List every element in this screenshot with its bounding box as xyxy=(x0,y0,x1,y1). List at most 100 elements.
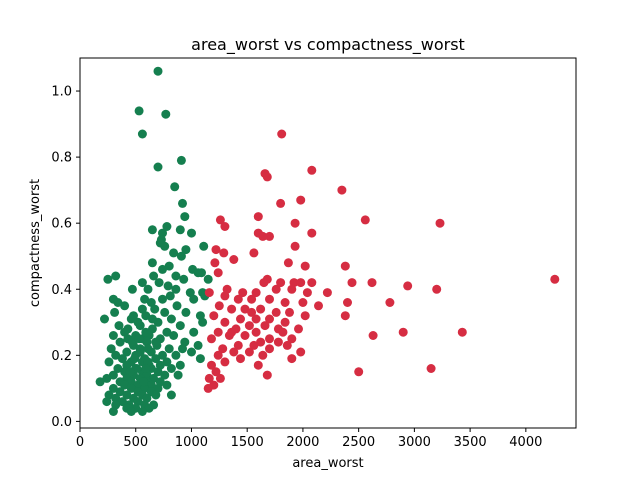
scatter-point xyxy=(140,294,150,304)
scatter-point xyxy=(209,311,219,321)
scatter-point xyxy=(233,294,243,304)
scatter-point xyxy=(251,327,261,337)
scatter-point xyxy=(103,274,113,284)
x-tick-label: 3500 xyxy=(454,435,487,450)
scatter-point xyxy=(213,350,223,360)
scatter-point xyxy=(258,231,268,241)
y-tick-label: 0.2 xyxy=(51,349,72,364)
scatter-point xyxy=(161,109,171,119)
scatter-point xyxy=(189,327,199,337)
scatter-point xyxy=(173,370,183,380)
scatter-point xyxy=(337,185,347,195)
scatter-point xyxy=(126,383,136,393)
scatter-point xyxy=(307,278,317,288)
scatter-point xyxy=(137,278,147,288)
scatter-point xyxy=(229,255,239,264)
scatter-point xyxy=(100,314,109,324)
scatter-point xyxy=(127,337,137,347)
scatter-point xyxy=(211,367,221,377)
scatter-point xyxy=(260,321,270,331)
scatter-point xyxy=(207,360,216,370)
scatter-point xyxy=(265,231,274,241)
y-tick-label: 0.0 xyxy=(51,415,72,430)
scatter-point xyxy=(258,350,268,360)
scatter-point xyxy=(120,380,130,390)
x-tick-label: 4000 xyxy=(509,435,542,450)
scatter-point xyxy=(236,314,245,324)
scatter-point xyxy=(158,350,167,360)
scatter-point xyxy=(265,314,274,324)
scatter-point xyxy=(256,304,266,314)
scatter-point xyxy=(220,222,230,231)
scatter-point xyxy=(207,334,216,344)
scatter-point xyxy=(158,294,167,304)
scatter-point xyxy=(165,291,175,301)
scatter-point xyxy=(135,347,145,357)
scatter-point xyxy=(171,271,181,281)
scatter-point xyxy=(151,390,161,400)
scatter-point xyxy=(244,347,254,357)
scatter-point xyxy=(115,337,125,347)
scatter-point xyxy=(147,258,157,268)
scatter-point xyxy=(215,215,225,225)
x-tick-label: 2000 xyxy=(286,435,319,450)
scatter-point xyxy=(199,241,209,251)
scatter-point xyxy=(220,357,230,367)
scatter-point xyxy=(340,261,350,271)
x-tick-label: 3000 xyxy=(398,435,431,450)
scatter-point xyxy=(307,228,317,238)
scatter-point xyxy=(193,268,203,278)
scatter-point xyxy=(247,307,257,317)
scatter-point xyxy=(360,215,370,225)
scatter-point xyxy=(265,294,274,304)
scatter-point xyxy=(273,337,283,347)
scatter-point xyxy=(204,288,214,298)
scatter-point xyxy=(271,307,281,317)
scatter-point xyxy=(385,298,395,307)
scatter-point xyxy=(160,370,170,380)
scatter-point xyxy=(149,271,159,281)
scatter-point xyxy=(151,354,161,364)
scatter-point xyxy=(137,304,147,314)
scatter-point xyxy=(247,294,257,304)
scatter-point xyxy=(127,284,137,294)
scatter-point xyxy=(144,403,154,413)
scatter-point xyxy=(302,288,312,298)
scatter-point xyxy=(244,321,254,331)
scatter-point xyxy=(251,314,261,324)
scatter-point xyxy=(203,383,213,393)
scatter-point xyxy=(259,278,269,288)
x-tick-label: 1000 xyxy=(175,435,208,450)
scatter-point xyxy=(115,387,125,397)
scatter-point xyxy=(120,301,130,311)
scatter-point xyxy=(160,307,170,317)
scatter-point xyxy=(122,390,132,400)
scatter-point xyxy=(457,327,467,337)
scatter-point xyxy=(162,380,172,390)
scatter-point xyxy=(296,278,306,288)
scatter-point xyxy=(126,314,136,324)
y-tick-label: 0.4 xyxy=(51,283,72,298)
scatter-point xyxy=(175,225,185,235)
scatter-point xyxy=(354,367,364,377)
scatter-point xyxy=(287,334,297,344)
scatter-point xyxy=(213,327,223,337)
scatter-point xyxy=(343,298,352,307)
scatter-point xyxy=(256,337,266,347)
x-tick-label: 2500 xyxy=(342,435,375,450)
scatter-point xyxy=(294,324,303,334)
scatter-point xyxy=(426,364,436,373)
scatter-point xyxy=(249,248,259,258)
scatter-point xyxy=(166,364,176,373)
scatter-point xyxy=(153,367,163,377)
scatter-point xyxy=(153,162,163,172)
scatter-point xyxy=(283,258,293,268)
scatter-point xyxy=(253,360,263,370)
scatter-point xyxy=(171,350,181,360)
scatter-point xyxy=(104,357,114,367)
x-tick-label: 500 xyxy=(123,435,148,450)
scatter-point xyxy=(117,354,127,364)
scatter-point xyxy=(203,274,213,284)
scatter-point xyxy=(175,360,185,370)
scatter-point xyxy=(164,344,174,354)
